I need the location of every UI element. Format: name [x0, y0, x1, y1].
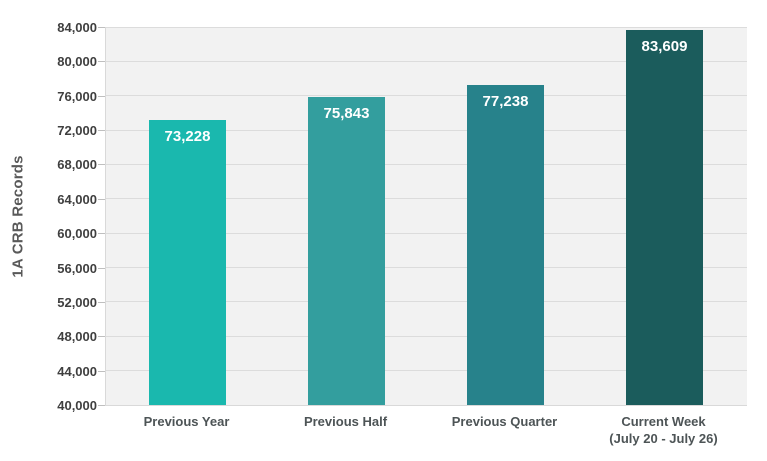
x-tick-label: Previous Quarter — [452, 413, 558, 430]
y-axis-title: 1A CRB Records — [9, 155, 27, 278]
y-axis-tick — [98, 370, 105, 372]
y-tick-label: 64,000 — [57, 191, 97, 207]
y-tick-label: 80,000 — [57, 54, 97, 70]
bar-value-label: 83,609 — [641, 38, 688, 56]
bar-value-label: 75,843 — [323, 105, 370, 123]
x-tick-label-line: Previous Year — [143, 414, 230, 429]
y-axis-tick — [98, 164, 105, 166]
gridline — [106, 26, 747, 28]
bar-value-label: 77,238 — [482, 93, 529, 111]
gridline — [106, 163, 747, 165]
x-tick-label: Previous Half — [304, 413, 387, 430]
y-tick-label: 84,000 — [57, 20, 97, 35]
y-axis-tick — [98, 405, 105, 406]
x-tick-label: Current Week (July 20 - July 26) — [609, 413, 717, 447]
y-tick-label: 52,000 — [57, 294, 97, 310]
gridline — [106, 301, 747, 303]
gridline — [106, 232, 747, 234]
x-tick-label: Previous Year — [144, 413, 230, 430]
y-tick-label: 44,000 — [57, 363, 97, 379]
bar-2: 75,843 — [308, 97, 385, 405]
bar-4: 83,609 — [626, 30, 703, 405]
y-tick-label: 56,000 — [57, 260, 97, 276]
y-tick-label: 76,000 — [57, 88, 97, 104]
y-axis-tick — [98, 95, 105, 97]
y-tick-label: 72,000 — [57, 123, 97, 139]
y-tick-label: 60,000 — [57, 226, 97, 242]
x-tick-label-line: Previous Quarter — [451, 414, 558, 429]
y-axis-tick — [98, 61, 105, 63]
bar-value-label: 73,228 — [164, 127, 211, 145]
gridline — [106, 370, 747, 372]
gridline — [106, 60, 747, 62]
gridline — [106, 198, 747, 200]
gridline — [106, 267, 747, 269]
y-axis-tick — [98, 130, 105, 132]
y-axis-tick — [98, 336, 105, 338]
gridline — [106, 335, 747, 337]
y-tick-label: 40,000 — [57, 398, 97, 413]
x-tick-label-line: Previous Half — [303, 414, 388, 429]
bar-3: 77,238 — [467, 85, 544, 405]
y-tick-label: 68,000 — [57, 157, 97, 173]
y-axis-tick — [98, 267, 105, 269]
y-axis-tick — [98, 198, 105, 200]
gridline — [106, 95, 747, 97]
gridline — [106, 129, 747, 131]
y-axis-tick — [98, 301, 105, 303]
x-tick-label-line: (July 20 - July 26) — [609, 431, 718, 446]
y-axis-tick — [98, 233, 105, 235]
bar-1: 73,228 — [149, 119, 226, 405]
plot-area: 73,228 75,843 77,238 83,609 — [105, 26, 747, 406]
y-axis-tick — [98, 27, 105, 28]
y-tick-label: 48,000 — [57, 329, 97, 345]
x-tick-label-line: Current Week — [621, 414, 706, 429]
